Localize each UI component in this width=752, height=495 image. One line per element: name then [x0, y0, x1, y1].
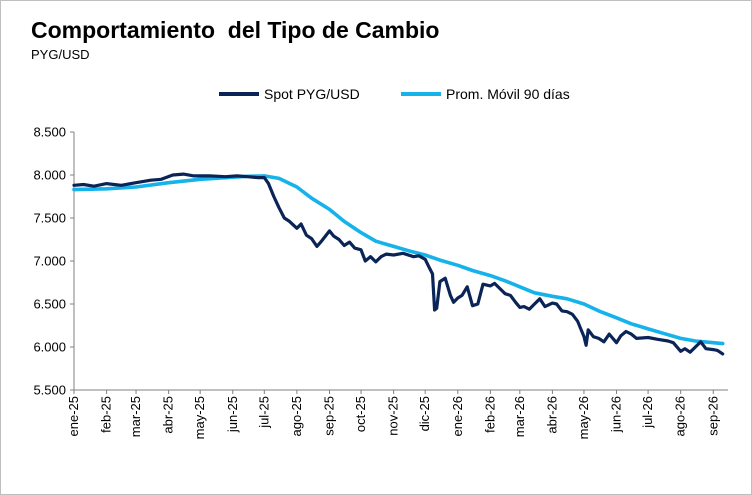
x-tick-label: nov-25: [386, 396, 401, 436]
y-tick-label: 7.500: [33, 211, 66, 226]
x-tick-label: mar-26: [512, 396, 527, 437]
x-tick-label: jul-26: [640, 396, 655, 429]
x-tick-label: may-25: [192, 396, 207, 439]
chart-axes: [70, 131, 728, 394]
series-line-moving-average: [72, 174, 725, 346]
legend-label: Prom. Móvil 90 días: [446, 86, 570, 102]
x-tick-label: jun-26: [609, 396, 624, 433]
x-tick-label: ene-25: [66, 396, 81, 436]
chart-subtitle: PYG/USD: [31, 47, 90, 62]
legend-label: Spot PYG/USD: [264, 86, 360, 102]
x-tick-label: mar-25: [128, 396, 143, 437]
series-line-spot: [72, 172, 725, 356]
x-tick-label: dic-25: [417, 396, 432, 431]
x-tick-label: ago-25: [289, 396, 304, 436]
x-tick-label: abr-26: [544, 396, 559, 434]
y-tick-label: 8.500: [33, 125, 66, 140]
y-tick-label: 7.000: [33, 254, 66, 269]
x-axis-tick-labels: ene-25 feb-25 mar-25 abr-25 may-25 jun-25 jul-…: [66, 396, 720, 439]
chart-title: Comportamiento del Tipo de Cambio: [31, 17, 440, 43]
x-tick-label: feb-25: [99, 396, 114, 433]
x-tick-label: jul-25: [256, 396, 271, 429]
legend: Spot PYG/USD Prom. Móvil 90 días: [219, 86, 570, 102]
x-tick-label: ene-26: [450, 396, 465, 436]
x-tick-label: abr-25: [161, 396, 176, 434]
x-tick-label: ago-26: [673, 396, 688, 436]
x-tick-label: jun-25: [225, 396, 240, 433]
x-tick-label: feb-26: [482, 396, 497, 433]
y-tick-label: 6.000: [33, 340, 66, 355]
x-tick-label: oct-25: [353, 396, 368, 432]
y-axis-tick-labels: 8.500 8.000 7.500 7.000 6.500 6.000 5.500: [33, 125, 66, 398]
y-tick-label: 8.000: [33, 168, 66, 183]
y-tick-label: 6.500: [33, 297, 66, 312]
x-tick-label: sep-25: [322, 396, 337, 436]
x-tick-label: sep-26: [705, 396, 720, 436]
y-tick-label: 5.500: [33, 383, 66, 398]
series-lines: [72, 172, 725, 356]
x-tick-label: may-26: [576, 396, 591, 439]
